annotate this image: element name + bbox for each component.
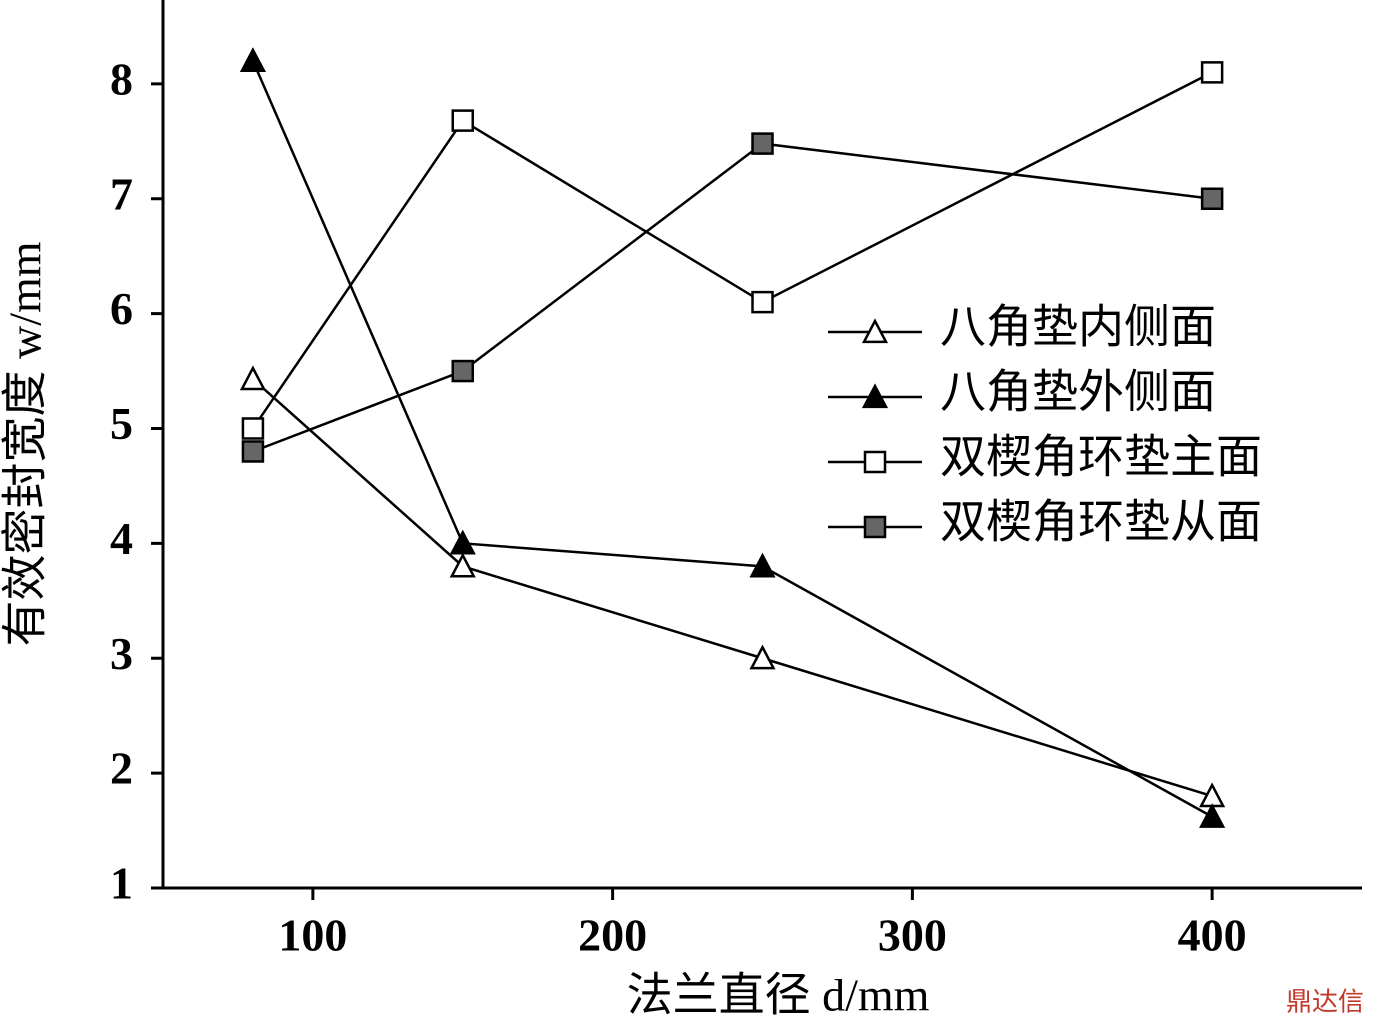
series-line bbox=[252, 378, 1213, 798]
marker bbox=[861, 318, 889, 344]
y-tick-label: 6 bbox=[110, 283, 133, 334]
x-tick-label: 100 bbox=[278, 910, 347, 961]
series-line bbox=[251, 71, 1213, 430]
legend-label: 双楔角环垫从面 bbox=[940, 497, 1262, 548]
series-line bbox=[252, 142, 1213, 453]
watermark: 鼎达信 bbox=[1286, 988, 1364, 1018]
marker bbox=[863, 515, 887, 539]
marker bbox=[239, 47, 266, 73]
y-tick-label: 5 bbox=[110, 398, 133, 449]
x-tick-label: 400 bbox=[1178, 910, 1247, 961]
y-tick-label: 1 bbox=[110, 858, 133, 909]
marker bbox=[749, 644, 776, 670]
marker bbox=[451, 359, 474, 383]
x-tick-label: 200 bbox=[578, 910, 647, 961]
y-tick-label: 2 bbox=[110, 743, 133, 794]
marker bbox=[451, 109, 474, 132]
marker bbox=[751, 132, 774, 155]
x-tick-label: 300 bbox=[878, 910, 947, 961]
marker bbox=[1199, 782, 1226, 808]
marker bbox=[241, 440, 265, 463]
legend-label: 双楔角环垫主面 bbox=[940, 432, 1262, 483]
marker bbox=[449, 552, 476, 578]
marker bbox=[751, 290, 774, 314]
marker bbox=[1200, 187, 1224, 210]
y-tick-label: 3 bbox=[110, 628, 133, 679]
y-tick-label: 4 bbox=[110, 513, 133, 564]
legend-label: 八角垫外侧面 bbox=[940, 367, 1216, 418]
y-tick-label: 7 bbox=[110, 168, 133, 219]
marker bbox=[861, 383, 889, 409]
marker bbox=[749, 552, 776, 578]
y-axis-label: 有效密封宽度 w/mm bbox=[0, 241, 51, 646]
marker bbox=[241, 417, 265, 440]
x-axis-label: 法兰直径 d/mm bbox=[627, 970, 930, 1021]
legend-label: 八角垫内侧面 bbox=[940, 302, 1216, 353]
marker bbox=[1200, 61, 1224, 84]
marker bbox=[239, 365, 266, 391]
marker bbox=[863, 450, 887, 474]
marker bbox=[1199, 803, 1226, 828]
y-tick-label: 8 bbox=[110, 53, 133, 104]
series-line bbox=[251, 60, 1213, 818]
marker bbox=[449, 529, 476, 555]
